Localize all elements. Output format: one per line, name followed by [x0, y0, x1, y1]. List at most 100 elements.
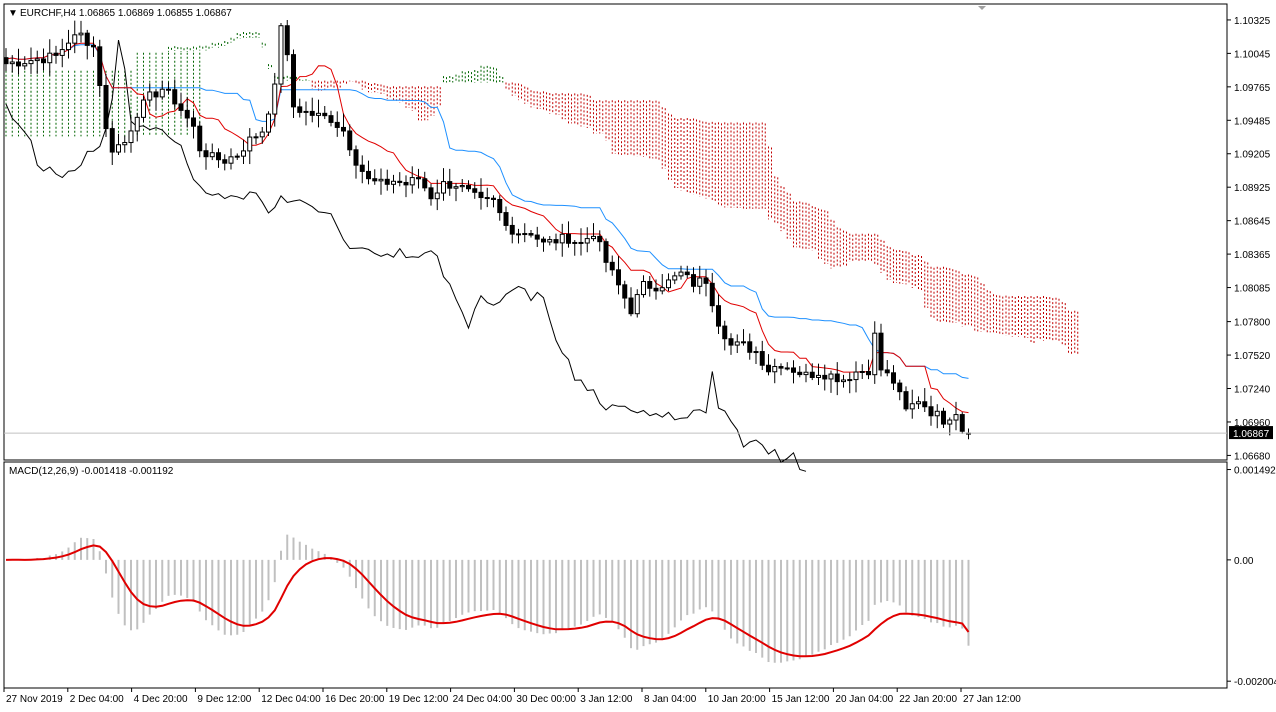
candle-bear	[341, 126, 346, 132]
candle-bear	[384, 178, 390, 185]
candle-bear	[959, 414, 965, 432]
candle-bull	[247, 136, 253, 152]
price-tick-label: 1.09205	[1234, 150, 1271, 161]
candle-bear	[778, 366, 784, 369]
candle-bear	[497, 198, 503, 214]
candle-bull	[678, 271, 684, 277]
candle-bear	[647, 281, 653, 289]
candle-bull	[953, 414, 959, 421]
candle-bear	[359, 164, 365, 172]
candle-bear	[684, 271, 690, 276]
time-tick-label: 4 Dec 20:00	[134, 694, 188, 705]
candle-bull	[816, 374, 821, 378]
candle-bull	[522, 233, 528, 236]
candle-bear	[922, 401, 928, 408]
candle-bull	[859, 371, 865, 374]
candle-bear	[578, 241, 584, 244]
tenkan-sen-line	[5, 42, 969, 414]
candle-bull	[278, 25, 284, 85]
candle-bear	[109, 128, 115, 153]
price-tick-label: 1.09765	[1234, 83, 1271, 94]
candle-bull	[234, 155, 240, 158]
time-tick-label: 3 Jan 12:00	[580, 694, 633, 705]
candle-bull	[803, 371, 809, 376]
candle-bull	[584, 238, 590, 244]
kijun-sen-line	[5, 44, 969, 379]
price-tick-label: 1.08085	[1234, 284, 1271, 295]
macd-panel[interactable]	[3, 461, 1228, 689]
candle-bear	[397, 180, 403, 183]
candle-bull	[784, 367, 790, 370]
candle-bull	[453, 186, 459, 189]
candle-bear	[16, 61, 21, 67]
candle-bull	[853, 371, 859, 381]
candle-bear	[422, 178, 428, 189]
candle-bear	[703, 277, 709, 284]
macd-axis[interactable]: 0.001492 0.00 -0.002004	[1227, 466, 1276, 689]
candle-bull	[272, 83, 278, 115]
candle-bear	[347, 130, 353, 151]
dropdown-icon[interactable]: ▼	[8, 8, 18, 19]
candle-bear	[628, 297, 634, 315]
price-panel[interactable]	[3, 3, 1228, 461]
candle-bull	[147, 91, 153, 101]
candle-bear	[747, 341, 753, 353]
candle-bull	[47, 52, 53, 64]
candle-bear	[428, 187, 434, 200]
candle-bear	[728, 338, 734, 346]
candle-bull	[122, 142, 128, 146]
candle-bull	[666, 279, 671, 289]
candle-bear	[103, 85, 109, 130]
candle-bull	[741, 341, 746, 344]
macd-tick-label: 0.00	[1234, 556, 1254, 567]
candle-bull	[828, 373, 834, 380]
candle-bear	[903, 391, 909, 410]
candle-bull	[28, 60, 34, 65]
candle-bull	[634, 294, 640, 315]
candle-bear	[791, 367, 796, 373]
candle-bear	[309, 110, 315, 116]
candle-bear	[53, 52, 59, 56]
candle-bear	[759, 351, 765, 366]
candle-bear	[484, 197, 490, 200]
time-tick-label: 20 Jan 04:00	[835, 694, 893, 705]
kumo-cloud	[5, 32, 1079, 355]
current-price-label: 1.06867	[1233, 429, 1270, 440]
candle-bear	[541, 238, 546, 243]
candle-bull	[259, 131, 265, 138]
candle-bear	[622, 284, 628, 299]
candle-bear	[291, 54, 296, 108]
candle-bull	[909, 403, 915, 410]
candle-bear	[372, 178, 378, 182]
time-tick-label: 27 Nov 2019	[6, 694, 63, 705]
symbol-header: EURCHF,H4 1.06865 1.06869 1.06855 1.0686…	[20, 8, 232, 19]
time-axis[interactable]: 27 Nov 2019 2 Dec 04:00 4 Dec 20:00 9 Dec 1…	[3, 688, 1021, 705]
candle-bear	[334, 121, 340, 128]
candle-bull	[641, 281, 646, 296]
price-tick-label: 1.08925	[1234, 183, 1271, 194]
macd-tick-label: 0.001492	[1234, 466, 1276, 477]
price-tick-label: 1.10325	[1234, 16, 1271, 27]
current-price-badge	[1229, 426, 1273, 440]
candle-bull	[772, 366, 778, 373]
candle-bear	[653, 287, 659, 292]
price-tick-label: 1.09485	[1234, 116, 1271, 127]
candle-bull	[141, 99, 146, 118]
candle-bull	[9, 61, 15, 65]
candle-bear	[322, 112, 328, 117]
candle-bear	[84, 32, 90, 46]
candle-bull	[697, 277, 703, 287]
macd-header: MACD(12,26,9) -0.001418 -0.001192	[9, 466, 174, 477]
shift-marker-icon[interactable]	[978, 6, 986, 10]
candle-bear	[197, 125, 203, 152]
candle-bear	[3, 57, 9, 65]
candle-bear	[822, 374, 828, 380]
price-axis[interactable]: 1.10325 1.10045 1.09765 1.09485 1.09205 1.089…	[1227, 16, 1273, 462]
signal-path	[5, 544, 970, 658]
candle-bull	[559, 233, 565, 244]
candle-bull	[547, 239, 553, 243]
candle-bull	[66, 42, 71, 51]
candle-bear	[416, 177, 421, 180]
candle-bear	[566, 233, 571, 244]
